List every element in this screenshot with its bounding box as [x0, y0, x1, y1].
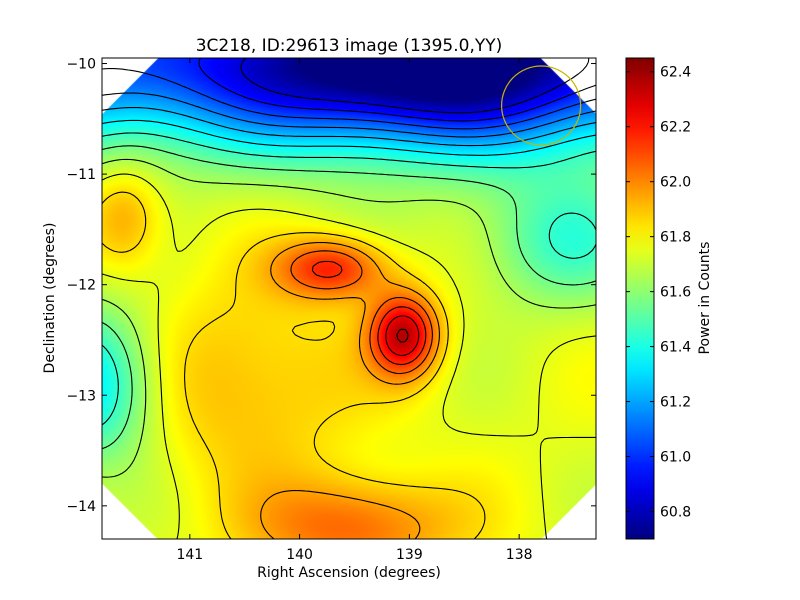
contour-line — [102, 106, 596, 147]
colorbar-ticks: 60.8 61.0 61.2 61.4 61.6 61.8 62.0 62.2 62.4 — [626, 65, 691, 521]
contour-line — [396, 328, 409, 343]
colorbar-gradient — [625, 57, 655, 540]
colorbar-tick-label: 62.0 — [660, 175, 691, 191]
contour-line — [198, 58, 596, 122]
contour-lines — [102, 58, 596, 539]
contour-line — [240, 58, 590, 114]
colorbar-tick-label: 61.0 — [660, 450, 691, 466]
contour-line — [102, 119, 596, 156]
x-axis-label: Right Ascension (degrees) — [257, 565, 441, 581]
contour-line — [102, 67, 596, 130]
contour-line — [311, 260, 427, 366]
x-axis: 141 140 139 138 — [176, 58, 533, 563]
colorbar-tick-label: 61.8 — [660, 230, 691, 246]
colorbar-tick-label: 61.2 — [660, 395, 691, 411]
contour-line — [102, 92, 596, 138]
contour-line — [290, 250, 433, 375]
y-tick-label: −14 — [66, 499, 96, 515]
colorbar-tick-label: 61.6 — [660, 285, 691, 301]
contour-line — [102, 173, 596, 539]
contour-line — [102, 191, 486, 539]
x-tick-label: 140 — [286, 547, 313, 563]
beam-circle — [500, 65, 582, 146]
y-tick-label: −11 — [66, 167, 96, 183]
contour-line — [102, 158, 596, 478]
colorbar-tick-label: 62.4 — [660, 65, 691, 81]
colorbar-tick-label: 61.4 — [660, 340, 691, 356]
y-tick-label: −12 — [66, 278, 96, 294]
contour-line — [260, 241, 440, 539]
colorbar-tick-label: 60.8 — [660, 505, 691, 521]
plot-frame — [101, 57, 597, 540]
chart-title: 3C218, ID:29613 image (1395.0,YY) — [196, 36, 503, 56]
y-tick-label: −13 — [66, 388, 96, 404]
x-tick-label: 138 — [506, 547, 533, 563]
colorbar-label: Power in Counts — [697, 242, 713, 355]
colorbar-tick-label: 62.2 — [660, 120, 691, 136]
heatmap-image — [102, 58, 596, 539]
heatmap-plot-area — [102, 58, 596, 539]
y-axis: −10 −11 −12 −13 −14 — [66, 57, 596, 515]
x-tick-label: 141 — [176, 547, 203, 563]
colorbar: 60.8 61.0 61.2 61.4 61.6 61.8 62.0 62.2 62.4 Pow… — [625, 57, 713, 540]
contour-line — [385, 315, 420, 357]
y-axis-label: Declination (degrees) — [42, 223, 58, 374]
contour-line — [102, 132, 596, 426]
y-tick-label: −10 — [66, 57, 96, 73]
x-tick-label: 139 — [396, 547, 423, 563]
